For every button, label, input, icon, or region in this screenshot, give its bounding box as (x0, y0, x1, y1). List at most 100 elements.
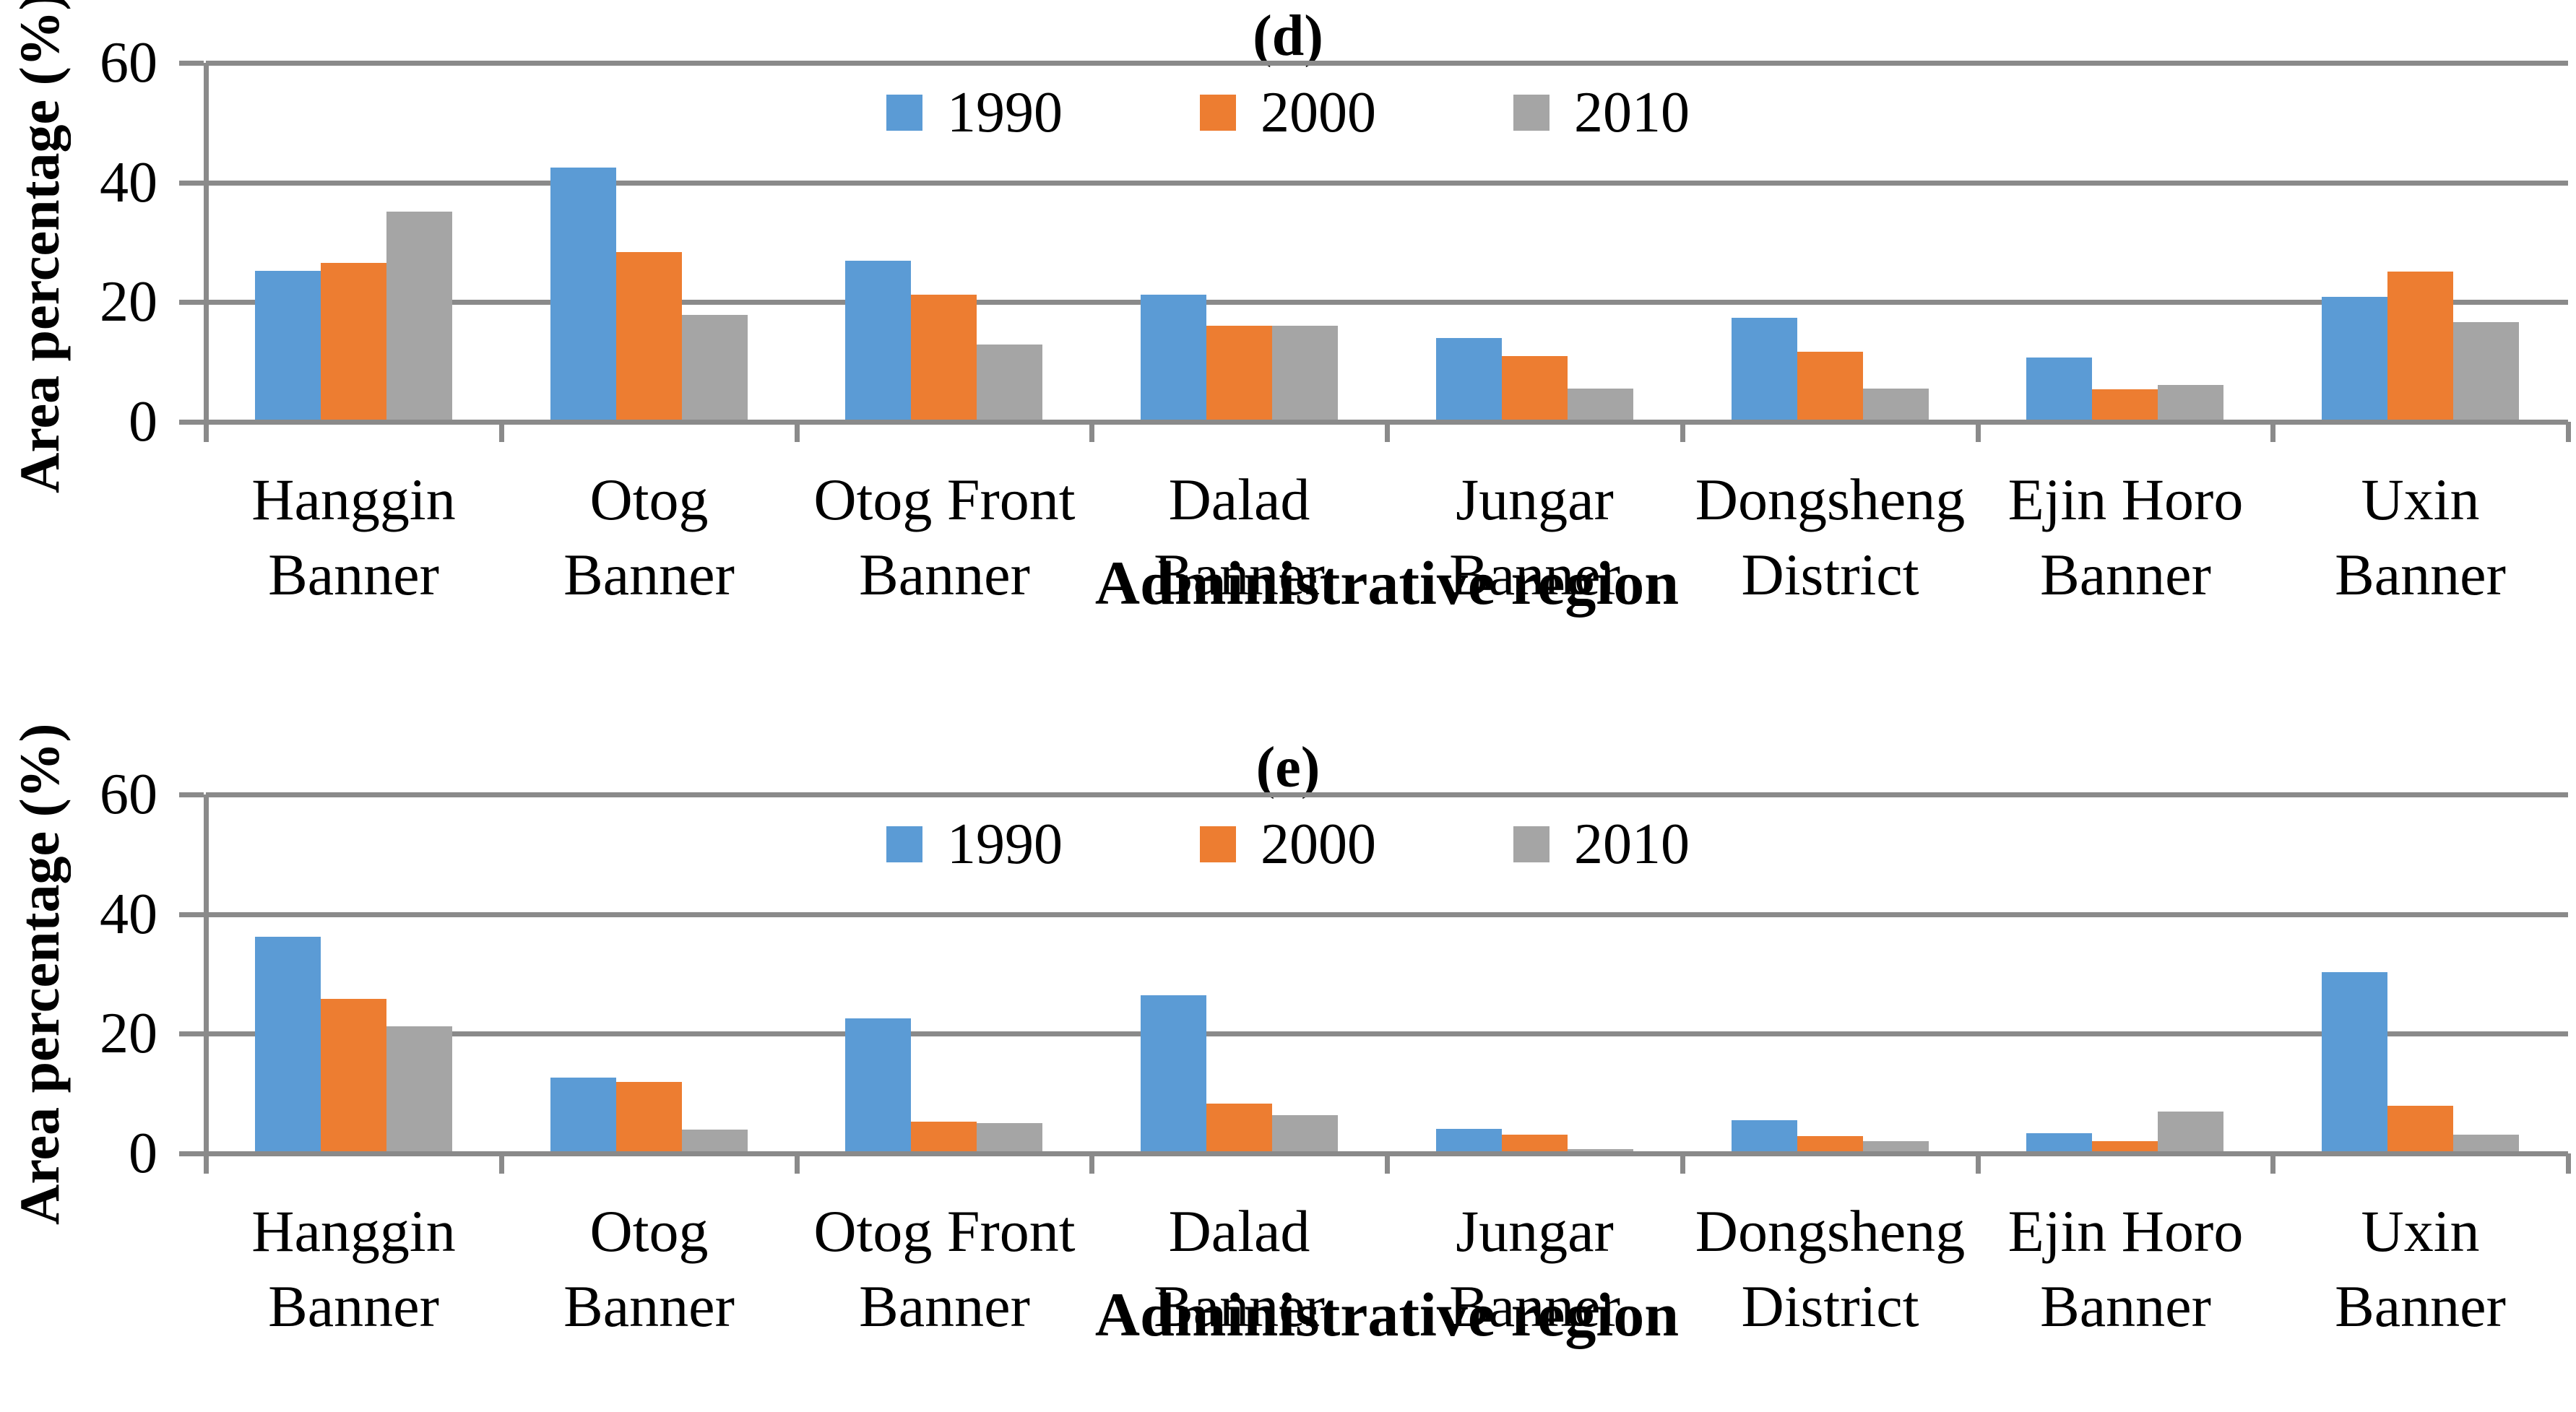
y-tick-mark-40 (179, 911, 204, 917)
y-tick-mark-40 (179, 180, 204, 186)
panel-title: (e) (1255, 736, 1321, 800)
bar-1990-uxin-banner (2322, 972, 2387, 1153)
category-label-line: Banner (268, 542, 439, 607)
bar-2010-dalad-banner (1272, 1115, 1338, 1153)
bar-1990-dalad-banner (1141, 295, 1206, 422)
category-label-line: Hanggin (251, 1198, 456, 1264)
bar-2000-ejin-horo-banner (2092, 389, 2158, 422)
y-tick-label-0: 0 (129, 1122, 157, 1185)
y-gridline-60 (206, 61, 2568, 66)
bar-2000-hanggin-banner (321, 263, 386, 422)
bar-1990-jungar-banner (1436, 338, 1502, 422)
category-label-line: Banner (859, 1273, 1030, 1339)
bar-2010-hanggin-banner (386, 1026, 452, 1153)
chart-panel-d: (d) 1990 2000 2010 Area percentage (%) Adm… (0, 0, 2576, 690)
y-tick-mark-0 (179, 1151, 204, 1156)
y-tick-mark-60 (179, 61, 204, 66)
x-tick-mark-1 (499, 1153, 504, 1174)
y-tick-label-40: 40 (100, 150, 157, 215)
category-label-line: Jungar (1456, 467, 1614, 532)
bar-2000-hanggin-banner (321, 999, 386, 1153)
x-tick-mark-7 (2270, 1153, 2275, 1174)
y-gridline-60 (206, 792, 2568, 797)
category-label-line: Dalad (1168, 1198, 1310, 1264)
category-label-line: Jungar (1456, 1198, 1614, 1264)
chart-panel-e: (e) 1990 2000 2010 Area percentage (%) Adm… (0, 723, 2576, 1412)
category-label-otog-banner: Otog Banner (501, 462, 797, 612)
category-label-line: Banner (2040, 1273, 2211, 1339)
category-label-line: Dongsheng (1695, 1198, 1966, 1264)
x-tick-mark-7 (2270, 422, 2275, 442)
legend-label: 2010 (1574, 81, 1690, 144)
y-tick-mark-20 (179, 1031, 204, 1037)
x-tick-mark-0 (204, 1153, 209, 1174)
y-tick-mark-20 (179, 300, 204, 306)
bar-1990-hanggin-banner (255, 271, 321, 422)
category-label-line: Banner (563, 1273, 735, 1339)
x-tick-mark-4 (1385, 1153, 1390, 1174)
category-label-line: Banner (859, 542, 1030, 607)
bar-2010-uxin-banner (2453, 322, 2519, 422)
legend-label: 2000 (1261, 813, 1376, 876)
category-label-uxin-banner: Uxin Banner (2273, 1194, 2568, 1344)
category-label-dongsheng-district: Dongsheng District (1682, 1194, 1978, 1344)
bar-2000-dalad-banner (1206, 1104, 1272, 1153)
category-label-line: Banner (2335, 542, 2506, 607)
legend: 1990 2000 2010 (0, 78, 2576, 147)
bar-1990-jungar-banner (1436, 1129, 1502, 1153)
legend-label: 2010 (1574, 813, 1690, 876)
bar-1990-uxin-banner (2322, 297, 2387, 422)
y-axis-line (204, 63, 209, 442)
bar-2010-otog-banner (682, 1130, 748, 1153)
category-label-hanggin-banner: Hanggin Banner (206, 1194, 501, 1344)
x-axis-title: Administrative region (1094, 548, 1680, 618)
category-label-line: Banner (268, 1273, 439, 1339)
legend-item-2000: 2000 (1200, 810, 1376, 879)
legend-swatch-icon (886, 826, 922, 862)
category-label-line: Banner (1449, 1273, 1620, 1339)
category-label-otog-front-banner: Otog Front Banner (797, 1194, 1092, 1344)
category-label-line: Banner (1154, 542, 1325, 607)
y-gridline-40 (206, 911, 2568, 917)
bar-2000-dalad-banner (1206, 326, 1272, 422)
y-tick-mark-0 (179, 420, 204, 425)
bar-2000-otog-banner (616, 252, 682, 422)
legend: 1990 2000 2010 (0, 810, 2576, 879)
x-tick-mark-8 (2566, 422, 2571, 442)
bar-2010-otog-front-banner (977, 1123, 1042, 1153)
x-tick-mark-5 (1680, 1153, 1685, 1174)
bar-2000-otog-front-banner (911, 1122, 977, 1153)
category-label-ejin-horo-banner: Ejin Horo Banner (1978, 462, 2273, 612)
y-tick-label-60: 60 (100, 763, 157, 826)
bar-2000-uxin-banner (2387, 1106, 2453, 1153)
y-tick-label-0: 0 (129, 390, 157, 454)
panel-title: (d) (1253, 4, 1323, 68)
x-tick-mark-8 (2566, 1153, 2571, 1174)
legend-item-2000: 2000 (1200, 78, 1376, 147)
legend-item-2010: 2010 (1513, 78, 1690, 147)
category-label-line: Uxin (2361, 467, 2480, 532)
category-label-line: Banner (2040, 542, 2211, 607)
legend-label: 1990 (947, 81, 1063, 144)
category-label-line: Otog Front (813, 467, 1076, 532)
legend-swatch-icon (886, 95, 922, 131)
bar-2000-dongsheng-district (1797, 352, 1863, 422)
category-label-dalad-banner: Dalad Banner (1092, 1194, 1387, 1344)
category-label-dongsheng-district: Dongsheng District (1682, 462, 1978, 612)
bar-2000-jungar-banner (1502, 1135, 1568, 1153)
bar-2000-jungar-banner (1502, 356, 1568, 422)
category-label-line: District (1741, 1273, 1919, 1339)
bar-2010-dongsheng-district (1863, 1141, 1929, 1153)
bar-2010-hanggin-banner (386, 212, 452, 422)
legend-label: 2000 (1261, 81, 1376, 144)
y-axis-line (204, 794, 209, 1174)
x-tick-mark-2 (795, 422, 800, 442)
bar-2010-dongsheng-district (1863, 389, 1929, 422)
bar-1990-otog-banner (550, 168, 616, 422)
category-label-jungar-banner: Jungar Banner (1387, 462, 1682, 612)
x-axis-title: Administrative region (1094, 1280, 1680, 1349)
bar-2000-dongsheng-district (1797, 1136, 1863, 1153)
y-tick-label-40: 40 (100, 882, 157, 946)
x-tick-mark-3 (1089, 422, 1094, 442)
